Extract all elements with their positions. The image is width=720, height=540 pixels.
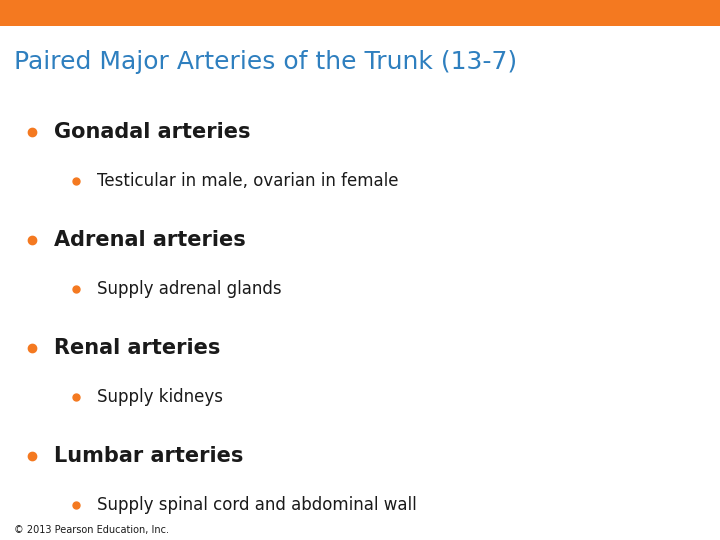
Text: Adrenal arteries: Adrenal arteries [54,230,246,251]
Text: Gonadal arteries: Gonadal arteries [54,122,251,143]
Text: Supply kidneys: Supply kidneys [97,388,223,406]
Text: Renal arteries: Renal arteries [54,338,220,359]
Text: Supply spinal cord and abdominal wall: Supply spinal cord and abdominal wall [97,496,417,514]
Text: Lumbar arteries: Lumbar arteries [54,446,243,467]
Text: Supply adrenal glands: Supply adrenal glands [97,280,282,298]
Text: Testicular in male, ovarian in female: Testicular in male, ovarian in female [97,172,399,190]
FancyBboxPatch shape [0,0,720,26]
Text: Paired Major Arteries of the Trunk (13-7): Paired Major Arteries of the Trunk (13-7… [14,50,518,74]
Text: © 2013 Pearson Education, Inc.: © 2013 Pearson Education, Inc. [14,525,169,535]
